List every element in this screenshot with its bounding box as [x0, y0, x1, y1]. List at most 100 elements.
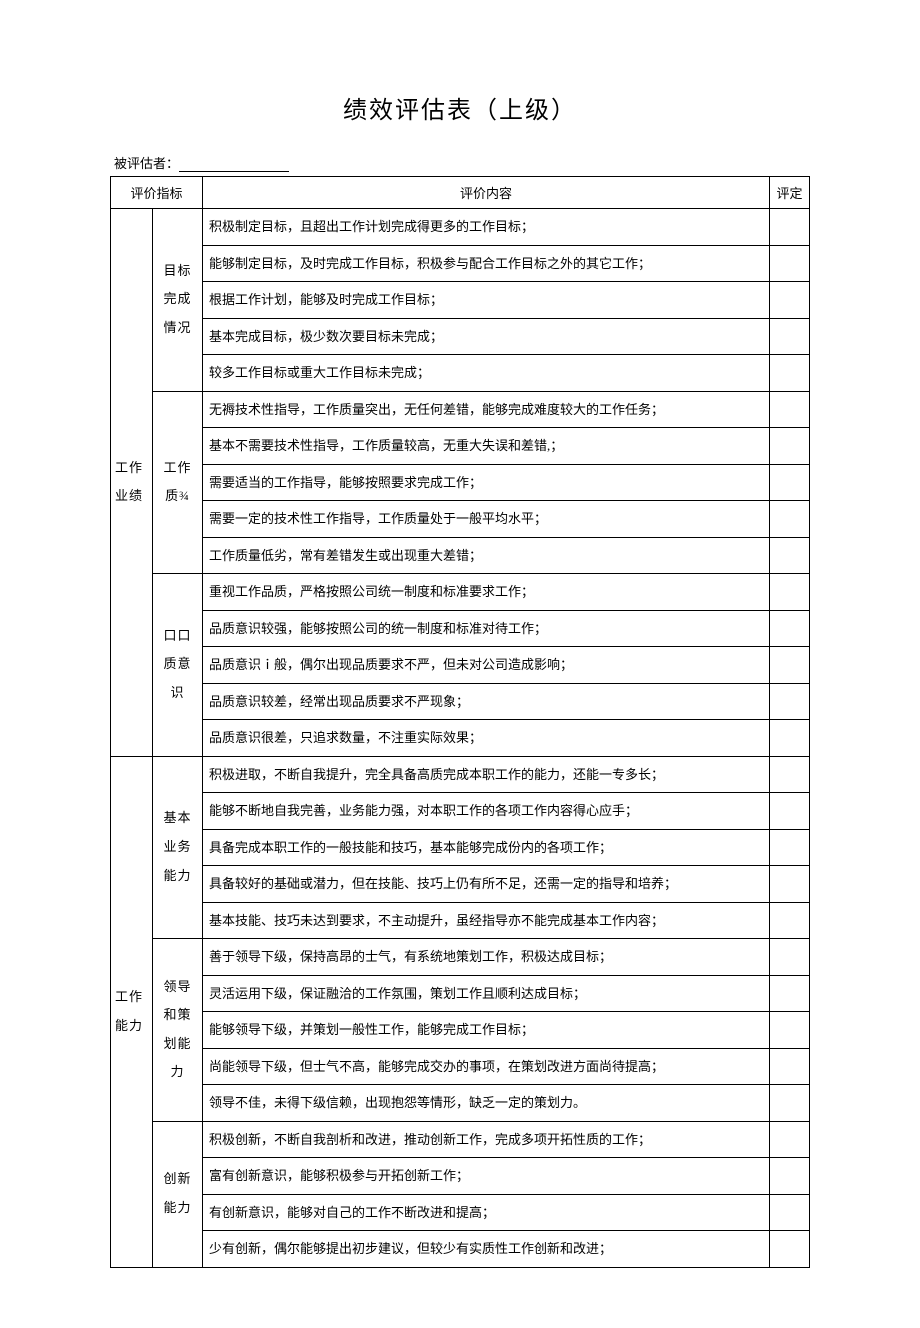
rating-cell: [770, 428, 810, 465]
content-cell: 能够领导下级，并策划一般性工作，能够完成工作目标；: [203, 1012, 770, 1049]
evaluatee-blank: [179, 158, 289, 172]
content-cell: 需要适当的工作指导，能够按照要求完成工作；: [203, 464, 770, 501]
table-row: 领导和策划能力善于领导下级，保持高昂的士气，有系统地策划工作，积极达成目标；: [111, 939, 810, 976]
table-body: 工作业绩目标完成情况积极制定目标，且超出工作计划完成得更多的工作目标；能够制定目…: [111, 209, 810, 1268]
content-cell: 能够不断地自我完善，业务能力强，对本职工作的各项工作内容得心应手；: [203, 793, 770, 830]
content-cell: 品质意识较强，能够按照公司的统一制度和标准对待工作；: [203, 610, 770, 647]
rating-cell: [770, 537, 810, 574]
content-cell: 基本不需要技术性指导，工作质量较高，无重大失误和差错,；: [203, 428, 770, 465]
header-rating: 评定: [770, 177, 810, 209]
rating-cell: [770, 282, 810, 319]
category-2-cell: 工作质¾: [153, 391, 203, 574]
content-cell: 需要一定的技术性工作指导，工作质量处于一般平均水平；: [203, 501, 770, 538]
table-row: 根据工作计划，能够及时完成工作目标；: [111, 282, 810, 319]
table-row: 工作质¾无褥技术性指导，工作质量突出，无任何差错，能够完成难度较大的工作任务；: [111, 391, 810, 428]
rating-cell: [770, 1231, 810, 1268]
content-cell: 少有创新，偶尔能够提出初步建议，但较少有实质性工作创新和改进；: [203, 1231, 770, 1268]
category-1-cell: 工作业绩: [111, 209, 153, 757]
content-cell: 品质意识很差，只追求数量，不注重实际效果；: [203, 720, 770, 757]
table-row: 较多工作目标或重大工作目标未完成；: [111, 355, 810, 392]
rating-cell: [770, 1085, 810, 1122]
rating-cell: [770, 1121, 810, 1158]
rating-cell: [770, 610, 810, 647]
table-row: 少有创新，偶尔能够提出初步建议，但较少有实质性工作创新和改进；: [111, 1231, 810, 1268]
content-cell: 积极创新，不断自我剖析和改进，推动创新工作，完成多项开拓性质的工作；: [203, 1121, 770, 1158]
content-cell: 具备完成本职工作的一般技能和技巧，基本能够完成份内的各项工作；: [203, 829, 770, 866]
rating-cell: [770, 1158, 810, 1195]
table-row: 具备完成本职工作的一般技能和技巧，基本能够完成份内的各项工作；: [111, 829, 810, 866]
content-cell: 积极进取，不断自我提升，完全具备高质完成本职工作的能力，还能一专多长；: [203, 756, 770, 793]
category-2-cell: 领导和策划能力: [153, 939, 203, 1122]
content-cell: 基本技能、技巧未达到要求，不主动提升，虽经指导亦不能完成基本工作内容；: [203, 902, 770, 939]
content-cell: 无褥技术性指导，工作质量突出，无任何差错，能够完成难度较大的工作任务；: [203, 391, 770, 428]
rating-cell: [770, 209, 810, 246]
content-cell: 领导不佳，未得下级信赖，出现抱怨等情形，缺乏一定的策划力。: [203, 1085, 770, 1122]
content-cell: 品质意识较差，经常出现品质要求不严现象；: [203, 683, 770, 720]
category-2-cell: 基本业务能力: [153, 756, 203, 939]
category-2-cell: 目标完成情况: [153, 209, 203, 392]
content-cell: 积极制定目标，且超出工作计划完成得更多的工作目标；: [203, 209, 770, 246]
rating-cell: [770, 245, 810, 282]
content-cell: 善于领导下级，保持高昂的士气，有系统地策划工作，积极达成目标；: [203, 939, 770, 976]
table-row: 能够不断地自我完善，业务能力强，对本职工作的各项工作内容得心应手；: [111, 793, 810, 830]
content-cell: 根据工作计划，能够及时完成工作目标；: [203, 282, 770, 319]
header-row: 评价指标 评价内容 评定: [111, 177, 810, 209]
table-row: 口口质意识重视工作品质，严格按照公司统一制度和标准要求工作；: [111, 574, 810, 611]
content-cell: 富有创新意识，能够积极参与开拓创新工作；: [203, 1158, 770, 1195]
rating-cell: [770, 793, 810, 830]
rating-cell: [770, 866, 810, 903]
evaluation-table: 评价指标 评价内容 评定 工作业绩目标完成情况积极制定目标，且超出工作计划完成得…: [110, 176, 810, 1268]
content-cell: 品质意识ｉ般，偶尔出现品质要求不严，但未对公司造成影响；: [203, 647, 770, 684]
evaluatee-label: 被评估者：: [114, 156, 179, 171]
table-row: 品质意识很差，只追求数量，不注重实际效果；: [111, 720, 810, 757]
category-1-cell: 工作能力: [111, 756, 153, 1267]
content-cell: 能够制定目标，及时完成工作目标，积极参与配合工作目标之外的其它工作；: [203, 245, 770, 282]
category-2-cell: 口口质意识: [153, 574, 203, 757]
rating-cell: [770, 1048, 810, 1085]
table-row: 需要适当的工作指导，能够按照要求完成工作；: [111, 464, 810, 501]
table-row: 创新能力积极创新，不断自我剖析和改进，推动创新工作，完成多项开拓性质的工作；: [111, 1121, 810, 1158]
table-row: 具备较好的基础或潜力，但在技能、技巧上仍有所不足，还需一定的指导和培养；: [111, 866, 810, 903]
table-row: 领导不佳，未得下级信赖，出现抱怨等情形，缺乏一定的策划力。: [111, 1085, 810, 1122]
content-cell: 基本完成目标，极少数次要目标未完成；: [203, 318, 770, 355]
rating-cell: [770, 939, 810, 976]
content-cell: 灵活运用下级，保证融洽的工作氛围，策划工作且顺利达成目标；: [203, 975, 770, 1012]
header-indicator: 评价指标: [111, 177, 203, 209]
table-row: 富有创新意识，能够积极参与开拓创新工作；: [111, 1158, 810, 1195]
content-cell: 尚能领导下级，但士气不高，能够完成交办的事项，在策划改进方面尚待提高；: [203, 1048, 770, 1085]
table-row: 品质意识较强，能够按照公司的统一制度和标准对待工作；: [111, 610, 810, 647]
evaluatee-line: 被评估者：: [110, 153, 810, 172]
rating-cell: [770, 318, 810, 355]
rating-cell: [770, 720, 810, 757]
table-row: 能够领导下级，并策划一般性工作，能够完成工作目标；: [111, 1012, 810, 1049]
rating-cell: [770, 975, 810, 1012]
table-row: 品质意识ｉ般，偶尔出现品质要求不严，但未对公司造成影响；: [111, 647, 810, 684]
rating-cell: [770, 829, 810, 866]
rating-cell: [770, 902, 810, 939]
table-row: 工作能力基本业务能力积极进取，不断自我提升，完全具备高质完成本职工作的能力，还能…: [111, 756, 810, 793]
table-row: 能够制定目标，及时完成工作目标，积极参与配合工作目标之外的其它工作；: [111, 245, 810, 282]
rating-cell: [770, 756, 810, 793]
table-row: 基本完成目标，极少数次要目标未完成；: [111, 318, 810, 355]
rating-cell: [770, 1194, 810, 1231]
category-2-cell: 创新能力: [153, 1121, 203, 1267]
table-row: 品质意识较差，经常出现品质要求不严现象；: [111, 683, 810, 720]
rating-cell: [770, 574, 810, 611]
rating-cell: [770, 355, 810, 392]
table-row: 基本技能、技巧未达到要求，不主动提升，虽经指导亦不能完成基本工作内容；: [111, 902, 810, 939]
table-row: 需要一定的技术性工作指导，工作质量处于一般平均水平；: [111, 501, 810, 538]
rating-cell: [770, 1012, 810, 1049]
rating-cell: [770, 391, 810, 428]
table-row: 灵活运用下级，保证融洽的工作氛围，策划工作且顺利达成目标；: [111, 975, 810, 1012]
page-title: 绩效评估表（上级）: [110, 90, 810, 125]
content-cell: 重视工作品质，严格按照公司统一制度和标准要求工作；: [203, 574, 770, 611]
rating-cell: [770, 464, 810, 501]
content-cell: 有创新意识，能够对自己的工作不断改进和提高；: [203, 1194, 770, 1231]
table-row: 基本不需要技术性指导，工作质量较高，无重大失误和差错,；: [111, 428, 810, 465]
content-cell: 具备较好的基础或潜力，但在技能、技巧上仍有所不足，还需一定的指导和培养；: [203, 866, 770, 903]
table-row: 工作质量低劣，常有差错发生或出现重大差错；: [111, 537, 810, 574]
rating-cell: [770, 501, 810, 538]
content-cell: 较多工作目标或重大工作目标未完成；: [203, 355, 770, 392]
content-cell: 工作质量低劣，常有差错发生或出现重大差错；: [203, 537, 770, 574]
rating-cell: [770, 647, 810, 684]
